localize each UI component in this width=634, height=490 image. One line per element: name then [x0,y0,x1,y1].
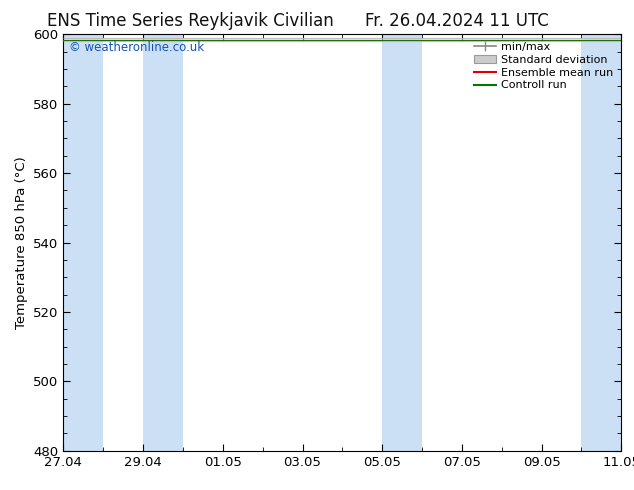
Text: ENS Time Series Reykjavik Civilian: ENS Time Series Reykjavik Civilian [47,12,333,30]
Bar [581,34,621,451]
Legend: min/max, Standard deviation, Ensemble mean run, Controll run: min/max, Standard deviation, Ensemble me… [471,40,616,93]
Text: © weatheronline.co.uk: © weatheronline.co.uk [69,41,204,53]
Bar [382,34,422,451]
Y-axis label: Temperature 850 hPa (°C): Temperature 850 hPa (°C) [15,156,28,329]
Bar [143,34,183,451]
Bar [63,34,103,451]
Text: Fr. 26.04.2024 11 UTC: Fr. 26.04.2024 11 UTC [365,12,548,30]
